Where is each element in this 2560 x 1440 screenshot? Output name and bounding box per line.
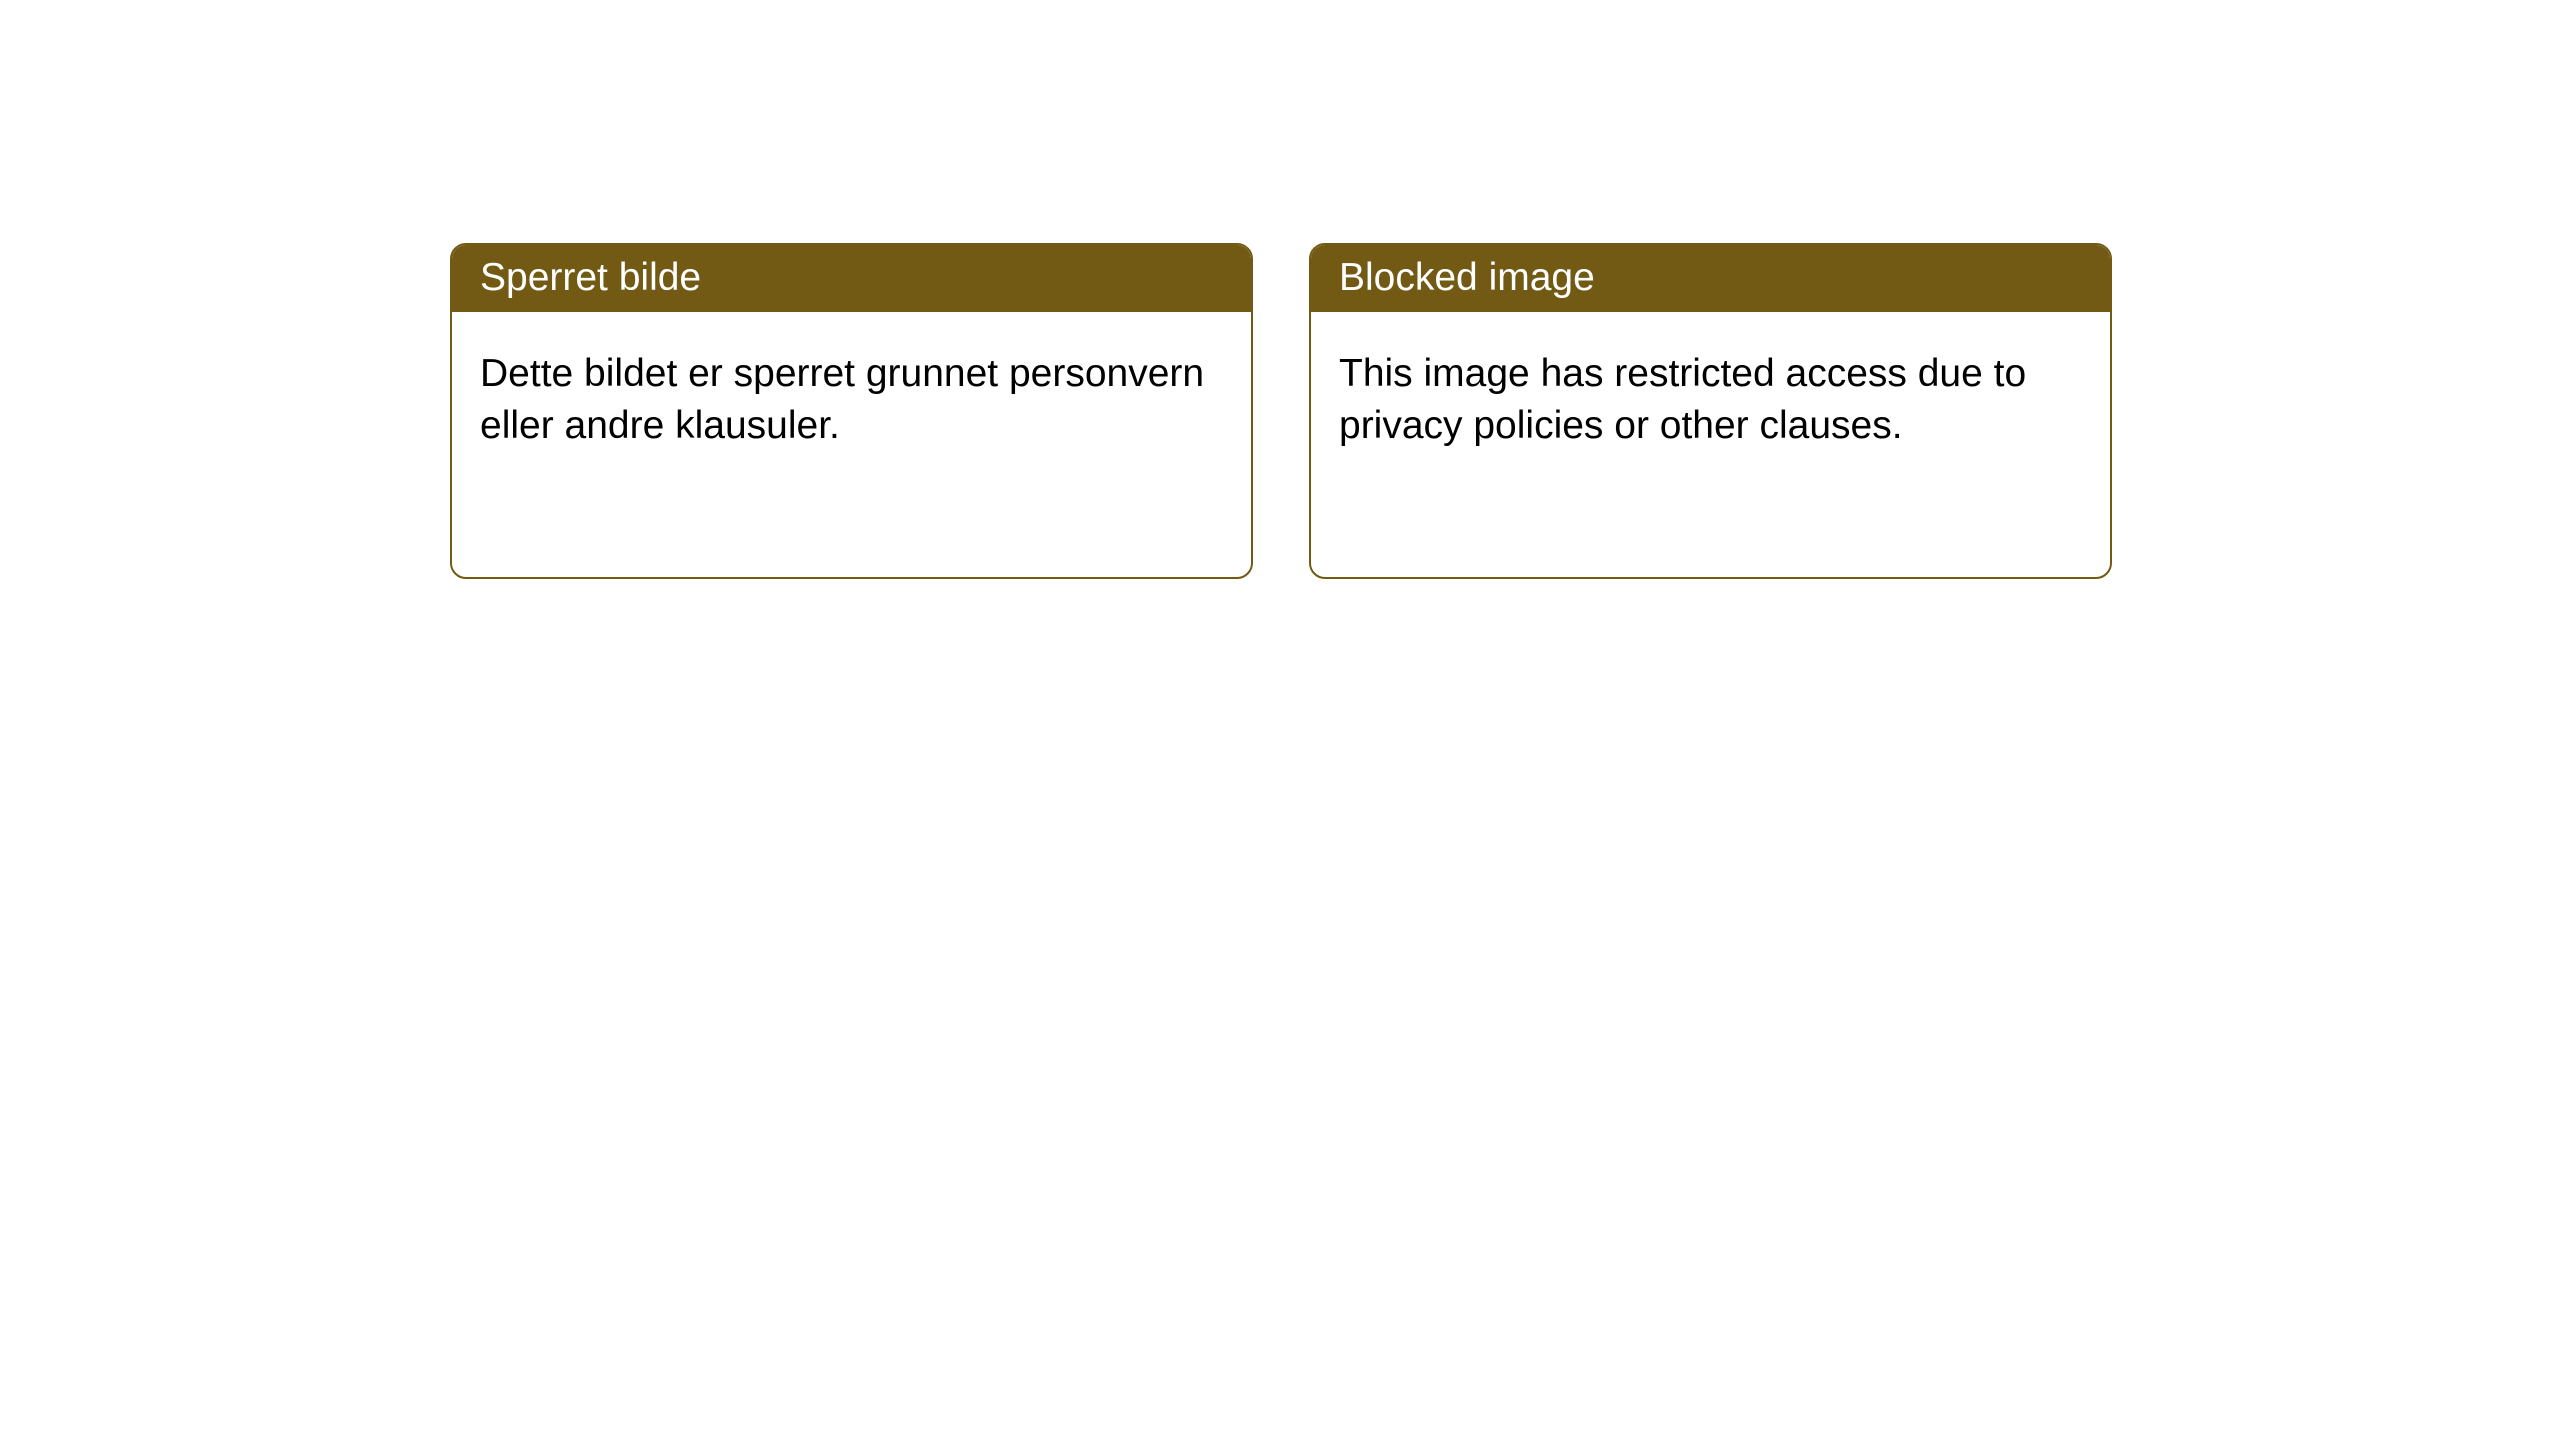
notice-panel-english: Blocked image This image has restricted … (1309, 243, 2112, 579)
notice-panel-norwegian: Sperret bilde Dette bildet er sperret gr… (450, 243, 1253, 579)
notice-panels-container: Sperret bilde Dette bildet er sperret gr… (450, 243, 2560, 579)
panel-body-english: This image has restricted access due to … (1311, 312, 2110, 489)
panel-header-norwegian: Sperret bilde (452, 245, 1251, 312)
panel-header-english: Blocked image (1311, 245, 2110, 312)
panel-body-norwegian: Dette bildet er sperret grunnet personve… (452, 312, 1251, 489)
